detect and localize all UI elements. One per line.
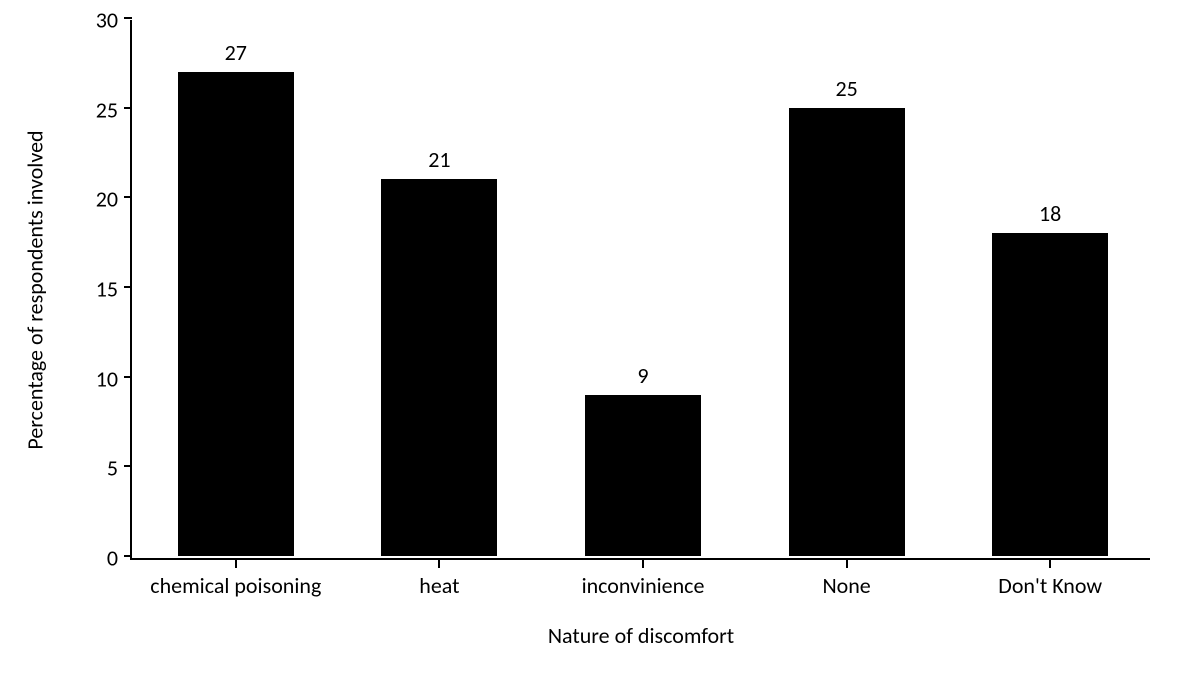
x-tick-mark: [235, 560, 237, 568]
y-tick-mark: [124, 17, 132, 19]
y-tick-label: 20: [96, 186, 118, 213]
y-tick-label: 0: [107, 545, 118, 572]
x-tick-label: None: [822, 572, 870, 599]
bar: [381, 179, 497, 556]
x-axis-title: Nature of discomfort: [548, 622, 734, 649]
x-tick-mark: [438, 560, 440, 568]
y-tick-mark: [124, 196, 132, 198]
y-tick-label: 10: [96, 365, 118, 392]
bar: [178, 72, 294, 556]
plot-area: 05101520253027chemical poisoning21heat9i…: [130, 20, 1150, 560]
bar-value-label: 9: [637, 362, 648, 389]
x-tick-mark: [846, 560, 848, 568]
y-tick-mark: [124, 376, 132, 378]
chart-container: Percentage of respondents involved Natur…: [0, 0, 1200, 687]
bar: [789, 108, 905, 556]
bar-value-label: 25: [835, 75, 857, 102]
x-tick-label: inconvinience: [582, 572, 705, 599]
x-tick-mark: [642, 560, 644, 568]
y-tick-mark: [124, 465, 132, 467]
y-tick-label: 15: [96, 276, 118, 303]
y-tick-label: 5: [107, 455, 118, 482]
x-tick-label: chemical poisoning: [150, 572, 321, 599]
y-axis-title: Percentage of respondents involved: [22, 130, 49, 449]
y-tick-mark: [124, 286, 132, 288]
x-tick-label: Don't Know: [998, 572, 1102, 599]
bar: [585, 395, 701, 556]
y-tick-label: 30: [96, 7, 118, 34]
y-tick-label: 25: [96, 96, 118, 123]
bar-value-label: 27: [225, 39, 247, 66]
y-tick-mark: [124, 555, 132, 557]
x-tick-mark: [1049, 560, 1051, 568]
x-tick-label: heat: [419, 572, 459, 599]
y-tick-mark: [124, 107, 132, 109]
bar: [992, 233, 1108, 556]
bar-value-label: 21: [428, 146, 450, 173]
bar-value-label: 18: [1039, 200, 1061, 227]
